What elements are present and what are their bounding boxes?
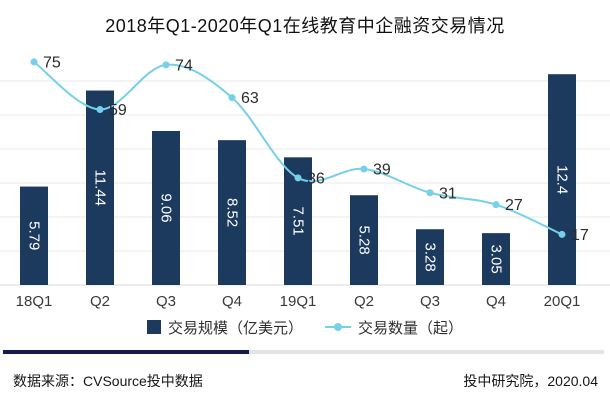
- bar-value-label: 5.28: [356, 226, 373, 255]
- line-value-label: 74: [175, 57, 193, 74]
- line-value-label: 39: [373, 161, 391, 178]
- line-point-dot: [294, 174, 302, 182]
- line-point-dot: [96, 105, 104, 113]
- bar: [416, 229, 444, 285]
- x-axis-label: Q2: [90, 293, 110, 310]
- bar-value-label: 11.44: [92, 170, 109, 206]
- credit-text: 投中研究院，2020.04: [463, 373, 598, 389]
- bar-series-swatch-icon: [146, 320, 161, 334]
- bar: [350, 195, 378, 285]
- bar-value-label: 8.52: [224, 198, 241, 227]
- bar-value-label: 3.28: [422, 243, 439, 272]
- footer: 数据来源：CVSource投中数据 投中研究院，2020.04: [0, 371, 610, 391]
- line-point-dot: [30, 58, 38, 66]
- line-value-label: 75: [43, 54, 61, 71]
- line-value-label: 63: [241, 90, 259, 107]
- bar-value-label: 9.06: [158, 193, 175, 222]
- line-value-label: 36: [307, 170, 325, 187]
- bar: [218, 140, 246, 285]
- line-point-dot: [228, 94, 236, 102]
- bar-value-label: 7.51: [290, 207, 307, 236]
- bar-value-label: 12.4: [554, 165, 571, 194]
- legend-item-bar-series: 交易规模（亿美元）: [146, 317, 303, 338]
- bar: [86, 90, 114, 285]
- bar-value-label: 3.05: [488, 244, 505, 273]
- legend-bar-label: 交易规模（亿美元）: [167, 319, 303, 337]
- x-axis-label: Q3: [420, 293, 440, 310]
- bar: [548, 74, 576, 285]
- line-point-dot: [360, 165, 368, 173]
- line-value-label: 27: [505, 197, 523, 214]
- bar-value-label: 5.79: [26, 221, 43, 250]
- chart-legend: 交易规模（亿美元） 交易数量（起）: [0, 316, 610, 338]
- chart-title: 2018年Q1-2020年Q1在线教育中企融资交易情况: [105, 16, 505, 36]
- x-axis-label: 20Q1: [544, 293, 581, 310]
- line-value-label: 59: [109, 102, 127, 119]
- line-point-dot: [492, 201, 500, 209]
- chart-plot-svg: 5.79 11.44 9.06 8.52 7.51 5.28 3.28 3.05 12.4 75 5…: [0, 54, 610, 310]
- bar: [482, 233, 510, 285]
- footer-divider: [3, 350, 604, 354]
- divider-right-segment: [249, 350, 604, 354]
- bar: [20, 186, 48, 285]
- legend-item-line-series: 交易数量（起）: [325, 317, 463, 338]
- line-value-label: 31: [439, 185, 457, 202]
- line-point-dot: [162, 61, 170, 69]
- divider-left-segment: [3, 350, 250, 354]
- bar: [152, 130, 180, 285]
- x-axis-label: Q4: [222, 293, 242, 310]
- x-axis-label: Q2: [354, 293, 374, 310]
- x-axis-label: Q3: [156, 293, 176, 310]
- line-series-marker-icon: [325, 323, 351, 331]
- x-axis-label: Q4: [486, 293, 506, 310]
- x-axis-label: 18Q1: [16, 293, 53, 310]
- line-value-label: 17: [571, 227, 589, 244]
- line-series-path: [33, 61, 563, 236]
- x-axis-label: 19Q1: [280, 293, 317, 310]
- line-point-dot: [426, 189, 434, 197]
- data-source-text: 数据来源：CVSource投中数据: [13, 373, 203, 389]
- line-point-dot: [558, 230, 566, 238]
- legend-line-label: 交易数量（起）: [358, 319, 464, 337]
